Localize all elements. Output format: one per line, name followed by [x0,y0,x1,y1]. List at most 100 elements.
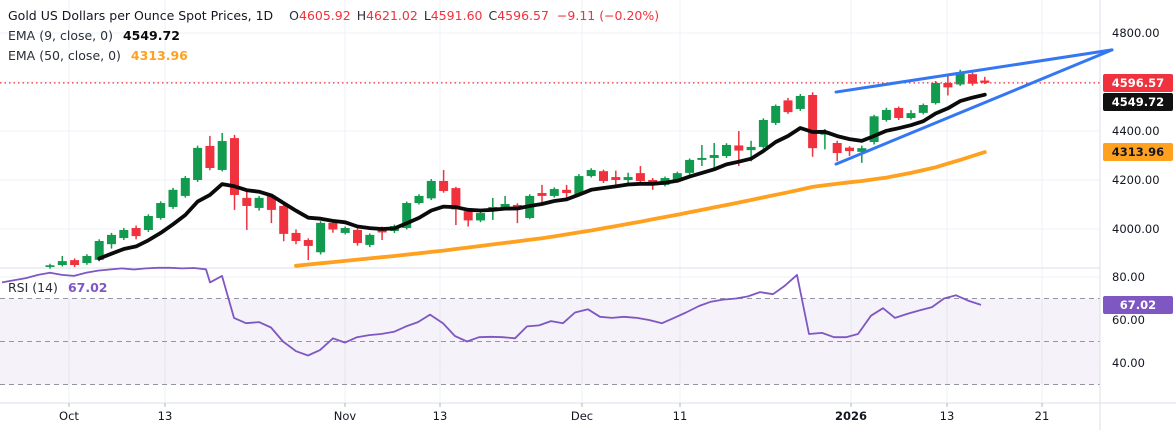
candle-down[interactable] [131,228,141,237]
ema50-legend-row: EMA (50, close, 0) 4313.96 [8,46,659,66]
candle-down[interactable] [845,147,854,152]
rsi-label[interactable]: RSI (14) [8,280,58,295]
candle-down[interactable] [611,177,621,181]
candle-up[interactable] [217,141,227,170]
candle-down[interactable] [328,222,338,230]
change-value: −9.11 (−0.20%) [556,8,660,23]
candle-up[interactable] [426,180,436,199]
ema9-label[interactable]: EMA (9, close, 0) [8,28,113,43]
time-axis-label[interactable]: 13 [157,409,173,423]
trendline[interactable] [834,48,1114,166]
time-axis-label[interactable]: 21 [1034,409,1050,423]
rsi-value: 67.02 [67,280,108,295]
candle-down[interactable] [734,145,744,151]
candle-down[interactable] [463,211,473,221]
candle-up[interactable] [143,216,153,230]
candle-down[interactable] [894,107,904,119]
candle-up[interactable] [795,95,805,109]
candle-down[interactable] [980,80,990,83]
symbol-title[interactable]: Gold US Dollars per Ounce Spot Prices, 1… [8,8,274,23]
candle-up[interactable] [476,213,485,221]
candle-down[interactable] [968,74,977,84]
candle-down[interactable] [783,100,793,113]
candle-down[interactable] [303,240,313,246]
time-axis-label[interactable]: 2026 [834,409,868,423]
time-axis-label[interactable]: Oct [59,409,79,423]
candle-down[interactable] [353,229,362,243]
candle-down[interactable] [537,192,547,196]
candle-down[interactable] [832,143,842,154]
candle-up[interactable] [119,229,129,239]
candle-up[interactable] [254,197,264,208]
candle-up[interactable] [156,203,166,218]
candle-down[interactable] [451,188,461,210]
candle-up[interactable] [881,109,891,120]
ema9-value: 4549.72 [122,28,180,43]
ema50-line[interactable] [294,150,987,268]
candle-up[interactable] [107,234,116,245]
rsi-legend-row: RSI (14) 67.02 [8,280,108,295]
candle-up[interactable] [414,195,424,204]
candle-up[interactable] [94,241,104,260]
candle-up[interactable] [672,173,682,181]
candle-down[interactable] [808,94,818,149]
candle-up[interactable] [365,234,375,245]
ema50-value-badge: 4313.96 [1103,143,1173,162]
candle-up[interactable] [57,261,67,266]
candle-down[interactable] [70,260,80,266]
candle-down[interactable] [291,232,301,242]
candle-up[interactable] [697,157,707,160]
candle-up[interactable] [340,228,350,233]
candle-up[interactable] [931,82,941,104]
ema9-line[interactable] [97,92,987,261]
candle-down[interactable] [943,82,953,88]
candle-down[interactable] [439,180,449,192]
candle-up[interactable] [685,159,695,173]
candle-up[interactable] [722,144,731,156]
candle-up[interactable] [906,113,916,119]
candle-up[interactable] [623,177,633,181]
candle-down[interactable] [230,138,239,195]
candle-up[interactable] [869,116,879,143]
time-axis-label[interactable]: 13 [432,409,448,423]
candle-up[interactable] [955,72,965,85]
ohlc-close-label: C [488,8,498,23]
candle-down[interactable] [512,204,522,208]
candle-up[interactable] [316,222,326,253]
candle-up[interactable] [574,176,584,195]
time-axis-label[interactable]: Nov [333,409,357,423]
candle-up[interactable] [709,155,719,158]
time-axis-label[interactable]: Dec [570,409,594,423]
time-axis-label[interactable]: 11 [672,409,688,423]
time-axis-label[interactable]: 13 [939,409,955,423]
candle-up[interactable] [180,178,190,196]
candle-up[interactable] [168,189,178,207]
candle-up[interactable] [586,169,596,177]
candle-down[interactable] [242,197,252,206]
rsi-line[interactable] [1,266,982,357]
candle-up[interactable] [857,148,867,152]
trendline[interactable] [834,48,1114,94]
candle-down[interactable] [266,195,276,210]
candle-up[interactable] [746,146,756,151]
candle-up[interactable] [402,203,412,229]
candle-down[interactable] [599,171,608,181]
candle-up[interactable] [82,255,92,264]
candle-down[interactable] [377,229,387,233]
candle-up[interactable] [549,189,559,196]
ohlc-low-value: 4591.60 [430,8,483,23]
candle-up[interactable] [193,147,203,181]
candle-down[interactable] [279,205,289,234]
candle-up[interactable] [758,119,768,147]
candle-up[interactable] [500,204,510,207]
candle-up[interactable] [771,106,781,123]
price-axis-label: 4000.00 [1112,222,1160,236]
candle-up[interactable] [918,105,928,113]
ema50-label[interactable]: EMA (50, close, 0) [8,48,121,63]
candle-down[interactable] [635,173,645,181]
candle-down[interactable] [205,145,215,168]
candle-down[interactable] [562,189,572,193]
candle-up[interactable] [45,265,55,267]
